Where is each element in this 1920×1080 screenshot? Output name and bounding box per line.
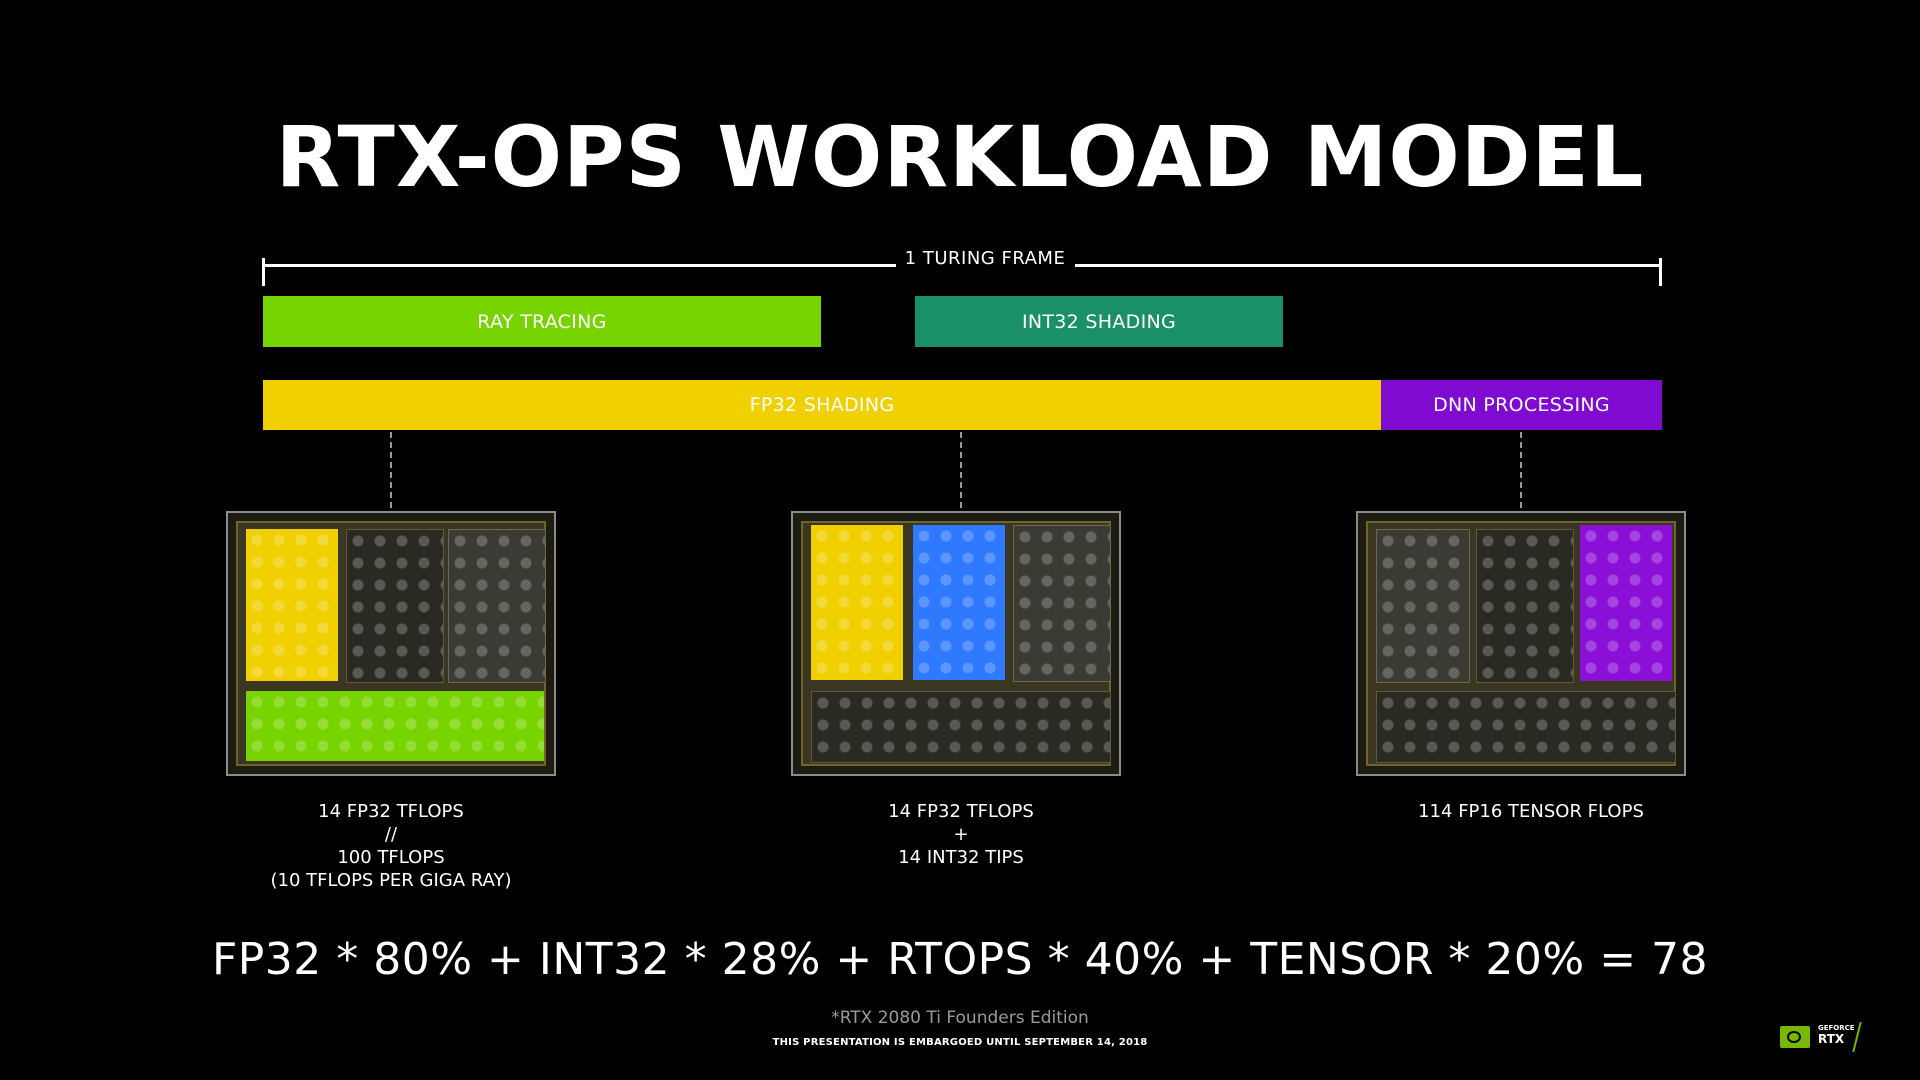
caption-line: //: [384, 824, 398, 845]
caption-line: 114 FP16 TENSOR FLOPS: [1418, 801, 1644, 822]
gpu-die-2: [791, 511, 1121, 776]
caption-line: +: [953, 824, 969, 845]
connector-die-2: [960, 432, 962, 508]
die-3-caption: 114 FP16 TENSOR FLOPS: [1381, 800, 1681, 823]
caption-line: 100 TFLOPS: [337, 847, 445, 868]
nvidia-eye-icon: [1787, 1031, 1801, 1043]
fp32-shading-label: FP32 SHADING: [749, 394, 895, 416]
badge-bottom-text: RTX: [1818, 1032, 1845, 1046]
caption-line: 14 FP32 TFLOPS: [318, 801, 464, 822]
dnn-processing-block: DNN PROCESSING: [1381, 380, 1662, 430]
turing-frame-label: 1 TURING FRAME: [904, 248, 1066, 269]
rtx-ops-formula: FP32 * 80% + INT32 * 28% + RTOPS * 40% +…: [211, 934, 1709, 985]
die-3-core-region: [1476, 529, 1574, 683]
int32-shading-label: INT32 SHADING: [1021, 310, 1177, 333]
slide-title: RTX-OPS WORKLOAD MODEL: [275, 108, 1645, 206]
die-2-cache-region: [1013, 525, 1111, 682]
die-1-core-region: [346, 529, 444, 683]
connector-die-1: [390, 432, 392, 508]
connector-die-3: [1520, 432, 1522, 508]
dnn-processing-label: DNN PROCESSING: [1433, 394, 1610, 416]
ray-tracing-block: RAY TRACING: [263, 296, 821, 347]
caption-line: 14 FP32 TFLOPS: [888, 801, 1034, 822]
geforce-rtx-badge: GEFORCE RTX: [1818, 1024, 1855, 1046]
die-2-int32-region: [913, 525, 1005, 680]
caption-line: (10 TFLOPS PER GIGA RAY): [270, 870, 512, 891]
die-3-fp32-region: [1376, 529, 1470, 683]
footnote: *RTX 2080 Ti Founders Edition: [831, 1008, 1089, 1028]
badge-top-text: GEFORCE: [1818, 1024, 1855, 1032]
timeline-end-cap: [1659, 258, 1662, 286]
die-3-tensor-region: [1580, 525, 1672, 681]
turing-frame-timeline: [262, 258, 1662, 286]
timeline-start-cap: [262, 258, 265, 286]
die-3-rt-region: [1376, 691, 1676, 763]
die-2-fp32-region: [811, 525, 903, 680]
timeline-line-right: [1075, 264, 1662, 267]
nvidia-logo-icon: [1780, 1026, 1810, 1048]
die-1-fp32-region: [246, 529, 338, 681]
die-1-rt-region: [246, 691, 544, 761]
die-2-caption: 14 FP32 TFLOPS + 14 INT32 TIPS: [811, 800, 1111, 869]
gpu-die-3: [1356, 511, 1686, 776]
die-1-caption: 14 FP32 TFLOPS // 100 TFLOPS (10 TFLOPS …: [241, 800, 541, 892]
gpu-die-1: [226, 511, 556, 776]
die-1-cache-region: [448, 529, 546, 683]
fp32-shading-block: FP32 SHADING: [263, 380, 1381, 430]
timeline-line-left: [262, 264, 896, 267]
die-2-rt-region: [811, 691, 1111, 763]
ray-tracing-label: RAY TRACING: [477, 310, 607, 333]
embargo-notice: THIS PRESENTATION IS EMBARGOED UNTIL SEP…: [772, 1037, 1148, 1048]
int32-shading-block: INT32 SHADING: [915, 296, 1283, 347]
caption-line: 14 INT32 TIPS: [898, 847, 1024, 868]
